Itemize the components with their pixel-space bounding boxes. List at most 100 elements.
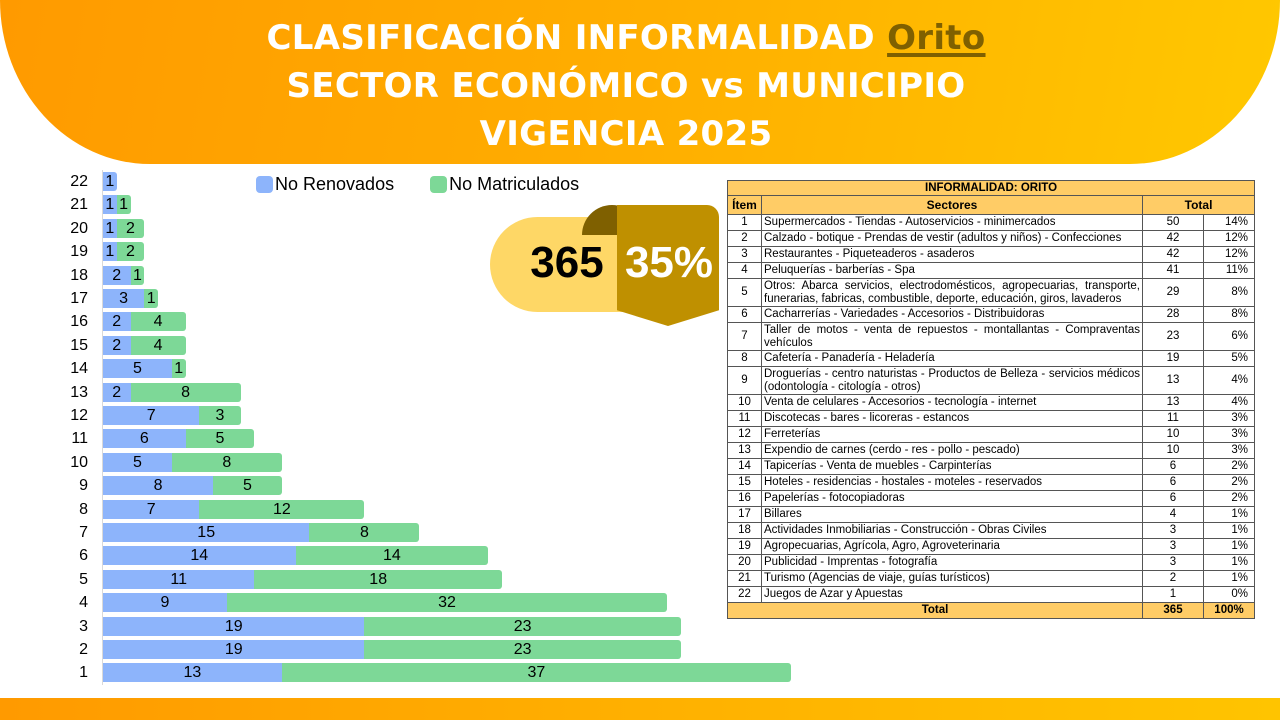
title-line-3: VIGENCIA 2025: [479, 114, 773, 154]
total-cell: 41: [1142, 262, 1204, 279]
percent-cell: 6%: [1202, 322, 1256, 351]
total-label: Total: [727, 602, 1143, 619]
percent-cell: 0%: [1202, 586, 1256, 603]
category-label: 7: [79, 524, 88, 541]
sector-cell: Tapicerías - Venta de muebles - Carpinte…: [761, 458, 1143, 475]
category-label: 22: [70, 173, 88, 190]
badge-percent-value: 35%: [624, 238, 714, 287]
table-row: 3 Restaurantes - Piqueteaderos - asaderos…: [727, 246, 1256, 263]
category-label: 1: [79, 664, 88, 682]
item-cell: 15: [727, 474, 762, 491]
percent-cell: 1%: [1202, 506, 1256, 523]
total-cell: 28: [1142, 306, 1204, 323]
table-row: 15 Hoteles - residencias - hostales - mot…: [727, 474, 1256, 491]
bar-row: 12 3 7: [0, 404, 720, 427]
table-row: 13 Expendio de carnes (cerdo - res - poll…: [727, 442, 1256, 459]
bar-row: 3 23 19: [0, 615, 720, 638]
table-row: 17 Billares 4 1%: [727, 506, 1256, 523]
bar-segment-no-renovados: 5: [103, 452, 172, 472]
sector-cell: Agropecuarias, Agrícola, Agro, Agroveter…: [761, 538, 1143, 555]
bar-row: 19 2 1: [0, 240, 720, 263]
percent-cell: 4%: [1202, 394, 1256, 411]
bar-segment-no-matriculados: 1: [126, 265, 145, 285]
item-cell: 13: [727, 442, 762, 459]
bar-row: 17 1 3: [0, 287, 720, 310]
total-cell: 19: [1142, 350, 1204, 367]
bar-row: 6 14 14: [0, 544, 720, 567]
footer-strip: [0, 698, 1280, 720]
item-cell: 4: [727, 262, 762, 279]
percent-cell: 2%: [1202, 490, 1256, 507]
item-cell: 16: [727, 490, 762, 507]
bar-segment-no-matriculados: 1: [112, 195, 131, 215]
sector-cell: Papelerías - fotocopiadoras: [761, 490, 1143, 507]
bar-segment-no-renovados: 3: [103, 289, 145, 308]
total-cell: 3: [1142, 522, 1204, 539]
total-cell: 4: [1142, 506, 1204, 523]
percent-cell: 11%: [1202, 262, 1256, 279]
bar-segment-no-renovados: 2: [103, 312, 131, 332]
legend-item-no-renovados: No Renovados: [256, 174, 394, 195]
category-label: 4: [79, 594, 88, 612]
sector-cell: Cacharrerías - Variedades - Accesorios -…: [761, 306, 1143, 323]
total-cell: 6: [1142, 490, 1204, 507]
sector-cell: Restaurantes - Piqueteaderos - asaderos: [761, 246, 1143, 263]
total-cell: 42: [1142, 246, 1204, 263]
bar-segment-no-renovados: 11: [103, 569, 255, 589]
table-row: 19 Agropecuarias, Agrícola, Agro, Agrovet…: [727, 538, 1256, 555]
table-row: 22 Juegos de Azar y Apuestas 1 0%: [727, 586, 1256, 603]
header-sectores: Sectores: [761, 195, 1143, 215]
bar-row: 18 1 2: [0, 264, 720, 287]
percent-cell: 3%: [1202, 410, 1256, 427]
sector-cell: Turismo (Agencias de viaje, guías turíst…: [761, 570, 1143, 587]
title-line-1: CLASIFICACIÓN INFORMALIDAD Orito: [266, 18, 986, 58]
page-title: CLASIFICACIÓN INFORMALIDAD Orito SECTOR …: [0, 14, 1252, 158]
category-label: 19: [70, 243, 88, 261]
bar-segment-no-renovados: 9: [103, 593, 227, 613]
item-cell: 7: [727, 322, 762, 351]
percent-cell: 1%: [1202, 570, 1256, 587]
table-row: 8 Cafetería - Panadería - Heladería 19 5%: [727, 350, 1256, 367]
bar-segment-no-matriculados: 4: [126, 312, 186, 332]
bar-segment-no-matriculados: 37: [277, 663, 791, 683]
table-row: 18 Actividades Inmobiliarias - Construcci…: [727, 522, 1256, 539]
bar-segment-no-renovados: 6: [103, 429, 186, 449]
item-cell: 21: [727, 570, 762, 587]
bar-segment-no-matriculados: 18: [250, 569, 503, 589]
bar-segment-no-matriculados: 8: [167, 452, 282, 472]
category-label: 20: [70, 219, 88, 237]
sector-cell: Venta de celulares - Accesorios - tecnol…: [761, 394, 1143, 411]
sector-cell: Discotecas - bares - licoreras - estanco…: [761, 410, 1143, 427]
bar-segment-no-matriculados: 3: [195, 406, 241, 425]
item-cell: 5: [727, 278, 762, 307]
bar-segment-no-renovados: 8: [103, 476, 214, 496]
percent-cell: 3%: [1202, 426, 1256, 443]
table-row: 1 Supermercados - Tiendas - Autoservicios…: [727, 214, 1256, 231]
bar-row: 14 1 5: [0, 357, 720, 380]
sector-cell: Taller de motos - venta de repuestos - m…: [761, 322, 1143, 351]
category-label: 10: [70, 453, 88, 471]
y-axis-line: [102, 170, 103, 685]
table-caption-row: INFORMALIDAD: ORITO: [726, 180, 1256, 196]
category-label: 3: [79, 617, 88, 635]
table-row: 14 Tapicerías - Venta de muebles - Carpin…: [727, 458, 1256, 475]
sector-cell: Calzado - botique - Prendas de vestir (a…: [761, 230, 1143, 247]
item-cell: 3: [727, 246, 762, 263]
percent-cell: 8%: [1202, 278, 1256, 307]
percent-cell: 1%: [1202, 538, 1256, 555]
bar-segment-no-matriculados: 23: [360, 640, 681, 659]
legend-swatch-green: [430, 176, 448, 193]
item-cell: 8: [727, 350, 762, 367]
bar-segment-no-renovados: 7: [103, 406, 200, 425]
total-cell: 42: [1142, 230, 1204, 247]
sector-cell: Hoteles - residencias - hostales - motel…: [761, 474, 1143, 491]
bar-row: 21 1 1: [0, 193, 720, 216]
item-cell: 1: [727, 214, 762, 231]
bar-segment-no-matriculados: 1: [167, 359, 186, 379]
percent-cell: 1%: [1202, 554, 1256, 571]
percent-cell: 8%: [1202, 306, 1256, 323]
category-label: 16: [70, 313, 88, 331]
category-label: 9: [79, 477, 88, 495]
